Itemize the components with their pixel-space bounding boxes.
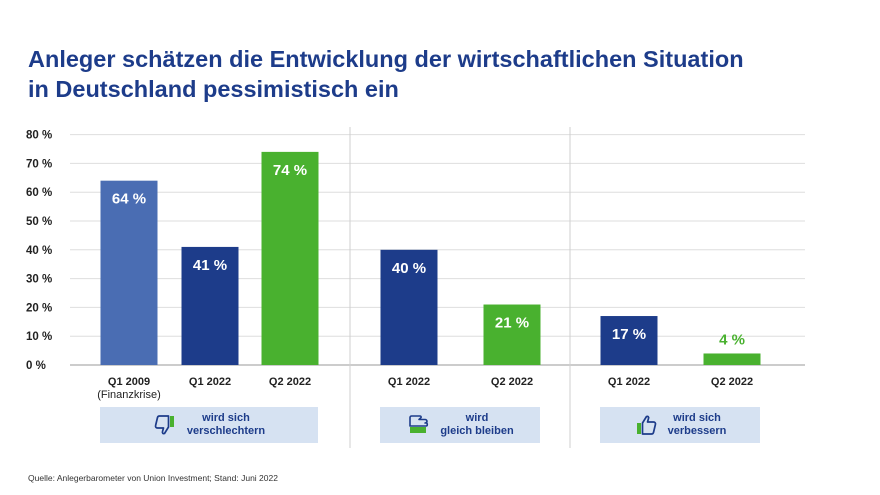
x-tick-label: Q1 2022 <box>388 376 430 388</box>
bar <box>181 246 239 365</box>
y-tick-label: 60 % <box>26 187 52 199</box>
y-tick-label: 50 % <box>26 216 52 228</box>
bar-chart: 0 % 10 % 20 % 30 % 40 % 50 % 60 % 70 % 80 % 64 % Q… <box>26 127 805 448</box>
y-tick-label: 10 % <box>26 331 52 343</box>
x-tick-label: Q1 2009 <box>108 376 150 388</box>
group-label-better-line1: wird sich <box>673 412 721 424</box>
bar <box>100 180 158 365</box>
group-label-same-line2: gleich bleiben <box>440 425 514 437</box>
x-tick-label: Q2 2022 <box>711 376 753 388</box>
x-tick-sublabel: (Finanzkrise) <box>97 389 161 401</box>
thumbs-sideways-icon <box>409 415 429 433</box>
y-tick-label: 70 % <box>26 158 52 170</box>
group-label-same: wird gleich bleiben <box>440 412 513 438</box>
group-label-worse-line1: wird sich <box>202 412 250 424</box>
bar-value-label: 40 % <box>392 260 426 277</box>
source-note: Quelle: Anlegerbarometer von Union Inves… <box>28 473 278 483</box>
bar-value-label: 41 % <box>193 257 227 274</box>
group-label-worse-line2: verschlechtern <box>186 425 266 437</box>
bar-value-label: 21 % <box>495 315 529 332</box>
thumbs-up-icon <box>636 415 656 435</box>
bar-value-label: 74 % <box>273 162 307 179</box>
bar <box>380 249 438 365</box>
group-box-better: wird sich verbessern <box>600 407 760 443</box>
group-box-worse: wird sich verschlechtern <box>100 407 318 443</box>
x-tick-label: Q2 2022 <box>491 376 533 388</box>
y-tick-label: 80 % <box>26 130 52 142</box>
bar <box>703 353 761 365</box>
group-label-better-line2: verbessern <box>667 425 727 437</box>
bar-value-label: 4 % <box>719 331 745 348</box>
x-tick-label: Q1 2022 <box>608 376 650 388</box>
group-box-same: wird gleich bleiben <box>380 407 540 443</box>
y-tick-label: 40 % <box>26 245 52 257</box>
group-label-same-line1: wird <box>465 412 489 424</box>
group-label-better: wird sich verbessern <box>668 412 727 438</box>
y-tick-label: 30 % <box>26 274 52 286</box>
x-tick-label: Q1 2022 <box>189 376 231 388</box>
thumbs-down-icon <box>154 415 174 435</box>
bar-value-label: 64 % <box>112 191 146 208</box>
bar <box>483 304 541 365</box>
bar <box>261 151 319 365</box>
chart-title-line1: Anleger schätzen die Entwicklung der wir… <box>28 46 744 72</box>
x-tick-label: Q2 2022 <box>269 376 311 388</box>
y-tick-label: 20 % <box>26 302 52 314</box>
y-tick-label: 0 % <box>26 360 46 372</box>
bar <box>600 316 658 365</box>
chart-title-line2: in Deutschland pessimistisch ein <box>28 76 399 102</box>
bar-value-label: 17 % <box>612 326 646 343</box>
group-label-worse: wird sich verschlechtern <box>187 412 265 438</box>
chart-title: Anleger schätzen die Entwicklung der wir… <box>28 44 848 104</box>
